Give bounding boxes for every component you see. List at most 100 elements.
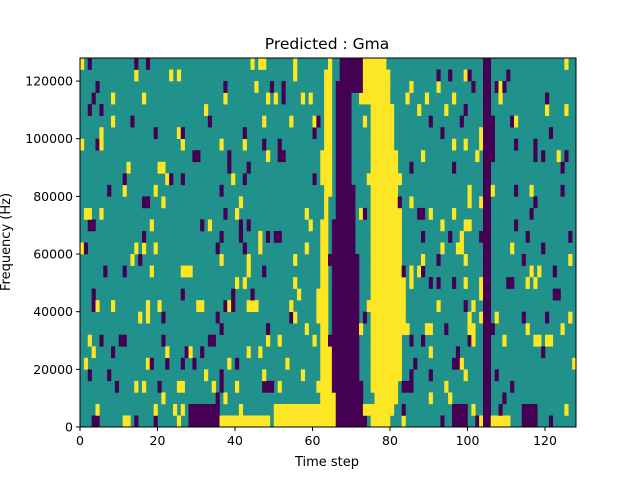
x-tick-label: 40 (227, 433, 243, 448)
heatmap-cell (490, 415, 511, 428)
heatmap-cell (564, 150, 569, 163)
heatmap-cell (479, 138, 484, 151)
heatmap-cell (483, 311, 492, 324)
heatmap-cell (467, 69, 472, 82)
heatmap-cell (483, 196, 492, 209)
heatmap-cell (452, 415, 468, 428)
heatmap-cell (510, 380, 515, 393)
heatmap-cell (483, 392, 492, 405)
heatmap-cell (335, 207, 356, 220)
heatmap-cell (176, 69, 182, 82)
heatmap-cell (479, 311, 484, 324)
heatmap-cell (362, 69, 391, 82)
heatmap-cell (494, 311, 499, 324)
heatmap-cell (331, 277, 360, 289)
heatmap-cell (320, 392, 337, 405)
heatmap-cell (370, 415, 391, 428)
heatmap-cell (277, 334, 282, 347)
heatmap-cell (370, 150, 399, 163)
heatmap-cell (223, 207, 228, 220)
heatmap-cell (436, 254, 441, 266)
heatmap-cell (440, 219, 445, 232)
heatmap-cell (235, 380, 240, 393)
heatmap-cell (417, 265, 422, 278)
heatmap-cell (529, 265, 534, 278)
heatmap-cell (219, 184, 224, 197)
heatmap-cell (452, 357, 461, 370)
heatmap-cell (359, 92, 391, 105)
x-axis-title: Time step (294, 455, 359, 470)
heatmap-cell (335, 184, 356, 197)
heatmap-cell (483, 219, 492, 232)
heatmap-cell (409, 369, 414, 382)
heatmap-cell (370, 254, 402, 266)
heatmap-cell (362, 58, 387, 70)
heatmap-cell (328, 58, 333, 70)
heatmap-cell (157, 380, 162, 393)
heatmap-cell (157, 161, 166, 174)
heatmap-cell (320, 161, 333, 174)
heatmap-cell (401, 403, 406, 416)
y-tick-label: 60000 (33, 247, 73, 262)
heatmap-cell (134, 58, 139, 70)
heatmap-cell (130, 115, 135, 128)
heatmap-cell (541, 242, 546, 255)
y-tick-label: 0 (65, 420, 73, 435)
heatmap-cell (444, 104, 449, 116)
heatmap-cell (424, 92, 430, 105)
heatmap-cell (300, 369, 306, 382)
heatmap-cell (95, 403, 100, 416)
heatmap-cell (165, 357, 170, 370)
heatmap-cell (316, 288, 329, 301)
heatmap-cell (103, 265, 108, 278)
heatmap-cell (231, 173, 236, 186)
heatmap-cell (80, 242, 85, 255)
heatmap-cell (180, 357, 185, 370)
heatmap-cell (258, 58, 267, 70)
heatmap-cell (370, 196, 399, 209)
heatmap-cell (83, 207, 92, 220)
heatmap-cell (568, 311, 573, 324)
heatmap-cell (324, 104, 333, 116)
heatmap-cell (409, 265, 414, 278)
heatmap-cell (335, 150, 352, 163)
heatmap-cell (335, 415, 368, 428)
heatmap-cell (157, 300, 162, 312)
heatmap-cell (525, 277, 530, 289)
heatmap-cell (262, 115, 267, 128)
heatmap-cell (145, 300, 151, 312)
heatmap-cell (448, 392, 453, 405)
heatmap-cell (409, 196, 414, 209)
heatmap-cell (494, 369, 499, 382)
heatmap-cell (424, 323, 433, 336)
heatmap-cell (207, 115, 213, 128)
heatmap-cell (122, 265, 127, 278)
heatmap-cell (498, 81, 503, 93)
heatmap-cell (300, 92, 306, 105)
heatmap-cell (421, 254, 426, 266)
heatmap-cell (335, 104, 352, 116)
heatmap-cell (564, 58, 569, 70)
heatmap-cell (479, 415, 484, 428)
x-tick-label: 120 (533, 433, 557, 448)
heatmap-cell (564, 104, 569, 116)
heatmap-cell (324, 127, 333, 140)
heatmap-cell (479, 196, 484, 209)
heatmap-cell (87, 104, 92, 116)
heatmap-cell (471, 334, 476, 347)
heatmap-cell (459, 115, 464, 128)
heatmap-cell (293, 69, 298, 82)
heatmap-cell (269, 81, 275, 93)
heatmap-cell (452, 138, 457, 151)
heatmap-cell (308, 219, 313, 232)
heatmap-cell (320, 323, 329, 336)
heatmap-cell (370, 323, 410, 336)
heatmap-cell (324, 115, 333, 128)
heatmap-cell (262, 138, 267, 151)
heatmap-cell (83, 357, 89, 370)
heatmap-cell (223, 300, 228, 312)
heatmap-cell (560, 161, 565, 174)
heatmap-cell (514, 184, 519, 197)
heatmap-cell (266, 92, 271, 105)
heatmap-cell (95, 138, 100, 151)
